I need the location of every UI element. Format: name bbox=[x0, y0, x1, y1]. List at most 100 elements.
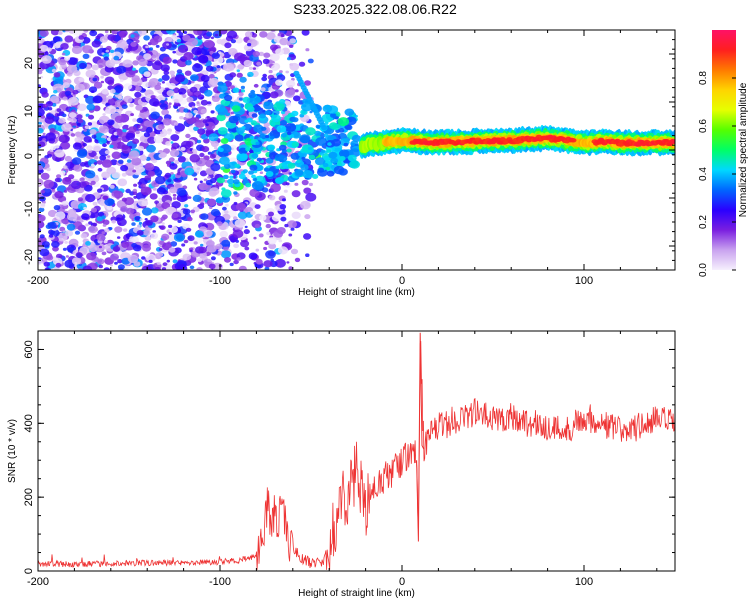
speckle-blob bbox=[161, 81, 165, 84]
speckle-blob bbox=[101, 88, 109, 95]
speckle-blob bbox=[67, 64, 78, 73]
speckle-blob bbox=[304, 80, 311, 86]
speckle-blob bbox=[101, 215, 106, 219]
speckle-blob bbox=[206, 230, 213, 236]
speckle-blob bbox=[303, 233, 312, 240]
speckle-blob bbox=[233, 201, 238, 205]
speckle-blob bbox=[136, 124, 141, 129]
speckle-blob bbox=[85, 194, 96, 203]
speckle-blob bbox=[145, 126, 153, 133]
speckle-blob bbox=[206, 116, 210, 119]
speckle-blob bbox=[265, 223, 271, 229]
speckle-blob bbox=[177, 44, 189, 53]
cluster-blob bbox=[247, 106, 255, 112]
speckle-blob bbox=[62, 165, 68, 170]
speckle-blob bbox=[263, 52, 271, 58]
speckle-blob bbox=[106, 141, 110, 145]
speckle-blob bbox=[38, 108, 45, 117]
speckle-blob bbox=[182, 208, 191, 215]
speckle-blob bbox=[176, 39, 182, 43]
x-tick-label: 0 bbox=[399, 275, 405, 287]
speckle-blob bbox=[180, 146, 186, 151]
speckle-blob bbox=[265, 250, 276, 259]
speckle-blob bbox=[226, 30, 238, 39]
cluster-blob bbox=[291, 110, 299, 117]
speckle-blob bbox=[174, 159, 180, 165]
speckle-blob bbox=[61, 52, 66, 56]
speckle-blob bbox=[182, 34, 191, 42]
speckle-blob bbox=[89, 30, 98, 37]
cluster-blob bbox=[325, 166, 331, 171]
speckle-blob bbox=[74, 230, 81, 235]
speckle-blob bbox=[98, 264, 104, 269]
speckle-blob bbox=[170, 134, 180, 142]
speckle-blob bbox=[142, 244, 151, 252]
speckle-blob bbox=[185, 112, 193, 119]
y-tick-label: 0 bbox=[23, 153, 35, 159]
speckle-blob bbox=[197, 55, 209, 64]
speckle-blob bbox=[65, 230, 74, 237]
speckle-blob bbox=[223, 246, 229, 251]
x-tick-label: -100 bbox=[209, 275, 231, 287]
speckle-blob bbox=[43, 261, 50, 267]
speckle-blob bbox=[62, 82, 70, 89]
speckle-blob bbox=[191, 105, 195, 109]
speckle-blob bbox=[158, 78, 163, 82]
cluster-blob bbox=[244, 119, 249, 123]
speckle-blob bbox=[62, 177, 72, 185]
speckle-blob bbox=[222, 206, 227, 211]
cluster-blob bbox=[221, 187, 226, 191]
speckle-blob bbox=[91, 90, 95, 93]
speckle-blob bbox=[150, 107, 156, 112]
speckle-blob bbox=[221, 239, 231, 247]
speckle-blob bbox=[270, 53, 280, 62]
cluster-blob bbox=[230, 169, 236, 174]
speckle-blob bbox=[255, 258, 263, 265]
speckle-blob bbox=[298, 61, 306, 67]
speckle-blob bbox=[287, 220, 297, 229]
cluster-blob bbox=[267, 144, 276, 151]
speckle-blob bbox=[176, 196, 181, 201]
cluster-blob bbox=[353, 114, 358, 118]
speckle-blob bbox=[90, 180, 96, 185]
speckle-blob bbox=[125, 69, 136, 78]
speckle-blob bbox=[108, 227, 113, 230]
cluster-blob bbox=[273, 102, 285, 112]
cluster-blob bbox=[279, 99, 286, 104]
speckle-blob bbox=[137, 145, 145, 151]
speckle-blob bbox=[243, 59, 252, 67]
speckle-blob bbox=[53, 72, 61, 78]
speckle-blob bbox=[115, 135, 119, 138]
speckle-blob bbox=[244, 31, 253, 38]
speckle-blob bbox=[205, 65, 214, 72]
speckle-blob bbox=[138, 221, 143, 225]
speckle-blob bbox=[289, 38, 297, 44]
cluster-blob bbox=[315, 124, 321, 129]
speckle-blob bbox=[147, 81, 156, 88]
speckle-blob bbox=[138, 58, 148, 67]
speckle-blob bbox=[104, 228, 110, 233]
cluster-blob bbox=[251, 174, 256, 179]
speckle-blob bbox=[200, 243, 204, 247]
speckle-blob bbox=[145, 253, 156, 262]
speckle-blob bbox=[132, 138, 140, 145]
speckle-blob bbox=[83, 206, 87, 210]
speckle-blob bbox=[65, 187, 71, 191]
speckle-blob bbox=[200, 114, 204, 118]
speckle-blob bbox=[171, 142, 180, 149]
speckle-blob bbox=[294, 257, 301, 263]
speckle-blob bbox=[104, 30, 109, 34]
cluster-blob bbox=[265, 171, 274, 177]
heatmap-speckle bbox=[38, 30, 675, 270]
speckle-blob bbox=[131, 67, 136, 71]
speckle-blob bbox=[79, 246, 90, 255]
speckle-blob bbox=[82, 45, 93, 54]
speckle-blob bbox=[143, 71, 151, 78]
speckle-blob bbox=[244, 246, 250, 251]
speckle-blob bbox=[60, 43, 69, 50]
cluster-blob bbox=[339, 149, 350, 158]
speckle-blob bbox=[64, 90, 72, 96]
speckle-blob bbox=[113, 55, 120, 61]
speckle-blob bbox=[54, 144, 60, 149]
cluster-blob bbox=[216, 114, 226, 122]
